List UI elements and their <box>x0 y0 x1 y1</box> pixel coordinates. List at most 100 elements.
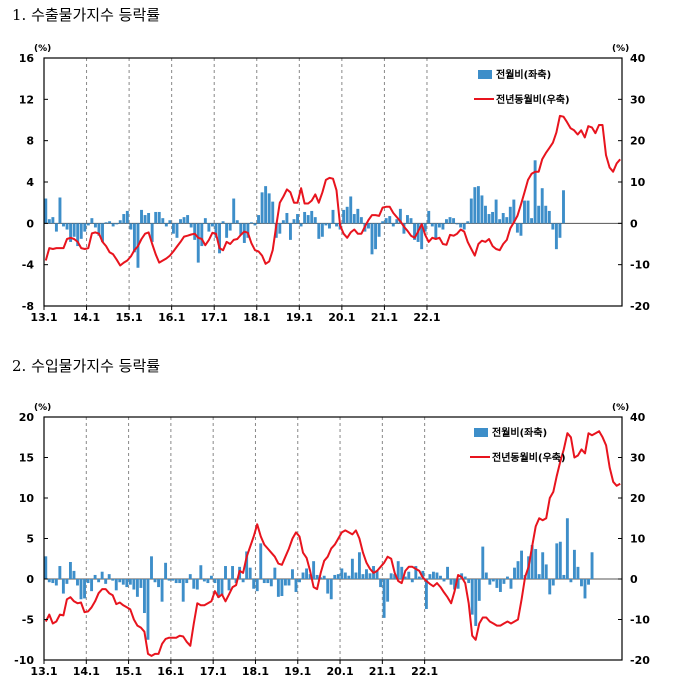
bar <box>523 200 526 224</box>
bar <box>86 579 90 584</box>
bar <box>164 223 168 227</box>
legend-bar-label: 전월비(좌축) <box>496 68 551 81</box>
bar <box>484 572 488 579</box>
bar <box>403 576 407 579</box>
x-tick-label: 16.1 <box>158 311 185 324</box>
bar <box>232 198 236 224</box>
bar <box>161 218 165 224</box>
bar <box>558 223 562 238</box>
bar <box>199 565 203 579</box>
y-right-tick-label: 40 <box>630 52 646 65</box>
bar <box>367 223 370 229</box>
bar <box>541 552 545 579</box>
bar <box>97 223 101 236</box>
bar <box>555 543 559 579</box>
bar <box>540 188 544 224</box>
bar <box>54 223 58 232</box>
bar <box>107 574 111 579</box>
bar <box>430 223 434 227</box>
bar <box>294 579 298 592</box>
bar <box>157 211 161 224</box>
bar <box>171 579 175 581</box>
bar <box>340 568 344 579</box>
bar <box>469 198 473 224</box>
bar <box>474 579 478 626</box>
bar <box>280 579 284 597</box>
bar <box>306 215 310 224</box>
bar <box>218 223 221 254</box>
bar <box>276 579 280 597</box>
bar <box>459 223 463 228</box>
y-right-unit: (%) <box>612 403 629 413</box>
bar <box>79 579 83 600</box>
bar <box>421 570 425 579</box>
bar <box>44 556 48 579</box>
bar <box>480 195 484 224</box>
bar <box>299 223 303 227</box>
bar <box>220 579 224 596</box>
bar <box>448 217 452 224</box>
bar <box>526 200 530 224</box>
y-right-tick-label: 30 <box>630 93 646 106</box>
y-left-tick-label: 12 <box>19 93 34 106</box>
bar <box>329 579 333 600</box>
bar <box>125 210 129 224</box>
bar <box>175 223 179 238</box>
bar <box>157 579 160 588</box>
x-tick-label: 21.1 <box>371 311 398 324</box>
bar <box>253 223 257 226</box>
x-tick-label: 20.1 <box>326 665 353 678</box>
bar <box>296 214 299 224</box>
bar <box>224 566 227 579</box>
x-tick-label: 18.1 <box>242 665 269 678</box>
chart-2-title: 2. 수입물가지수 등락률 <box>12 357 161 375</box>
bar <box>72 570 76 579</box>
bar <box>206 579 210 584</box>
bar <box>400 566 404 579</box>
bar <box>292 219 296 224</box>
x-tick-label: 13.1 <box>30 665 57 678</box>
chart-2: 13.1 14.1 15.1 16.1 17.1 18.1 19.1 20.1 21.1 22.1… <box>14 403 650 678</box>
bar <box>101 223 104 242</box>
bar <box>305 568 309 579</box>
bar <box>424 579 428 609</box>
bar <box>533 160 537 224</box>
bar <box>365 569 368 579</box>
bar <box>122 214 126 224</box>
bar <box>51 217 55 224</box>
bar <box>572 549 576 579</box>
bar <box>562 574 566 579</box>
bar <box>488 579 492 585</box>
bar <box>239 223 243 235</box>
bar <box>530 544 534 579</box>
bar <box>213 579 217 584</box>
bar <box>477 579 481 601</box>
y-left-tick-label: -10 <box>14 654 34 667</box>
bar <box>100 571 104 579</box>
y-left-tick-label: -4 <box>22 259 35 272</box>
bar <box>554 223 558 250</box>
y-left-tick-label: 10 <box>19 492 35 505</box>
bar <box>466 221 470 224</box>
bar <box>315 574 319 579</box>
bar <box>427 210 431 224</box>
bar <box>266 579 270 584</box>
bar <box>551 579 555 586</box>
x-tick-label: 19.1 <box>286 311 313 324</box>
bar <box>259 543 263 579</box>
bar <box>476 186 480 224</box>
bar <box>319 577 323 579</box>
bar <box>590 552 594 579</box>
y-left-tick-label: 15 <box>19 452 34 465</box>
bar <box>446 566 449 579</box>
bar <box>374 223 378 250</box>
bar <box>349 196 353 224</box>
bar <box>303 211 307 224</box>
bar <box>104 222 108 224</box>
y-left-unit: (%) <box>34 403 51 413</box>
bar <box>354 572 358 579</box>
y-left-tick-label: 0 <box>26 573 34 586</box>
bar <box>324 223 328 226</box>
bar <box>167 579 171 581</box>
y-right-tick-label: -20 <box>630 654 650 667</box>
